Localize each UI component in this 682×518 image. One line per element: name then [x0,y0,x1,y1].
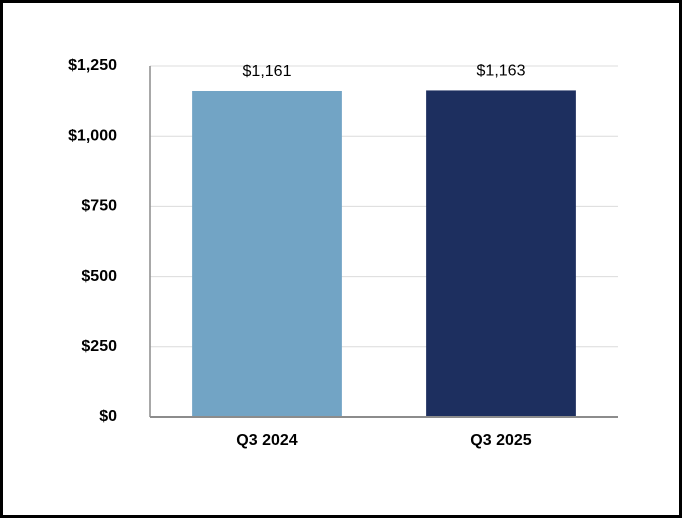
bar [426,90,576,418]
value-label: $1,163 [477,63,526,80]
y-tick-label: $0 [99,408,117,425]
y-tick-label: $500 [81,268,117,285]
y-tick-label: $750 [81,198,117,215]
value-label: $1,161 [243,63,292,80]
y-tick-label: $250 [81,338,117,355]
x-tick-label: Q3 2025 [470,432,531,449]
bar [192,90,342,417]
y-tick-label: $1,250 [68,57,117,74]
y-tick-label: $1,000 [68,127,117,144]
x-tick-label: Q3 2024 [236,432,297,449]
